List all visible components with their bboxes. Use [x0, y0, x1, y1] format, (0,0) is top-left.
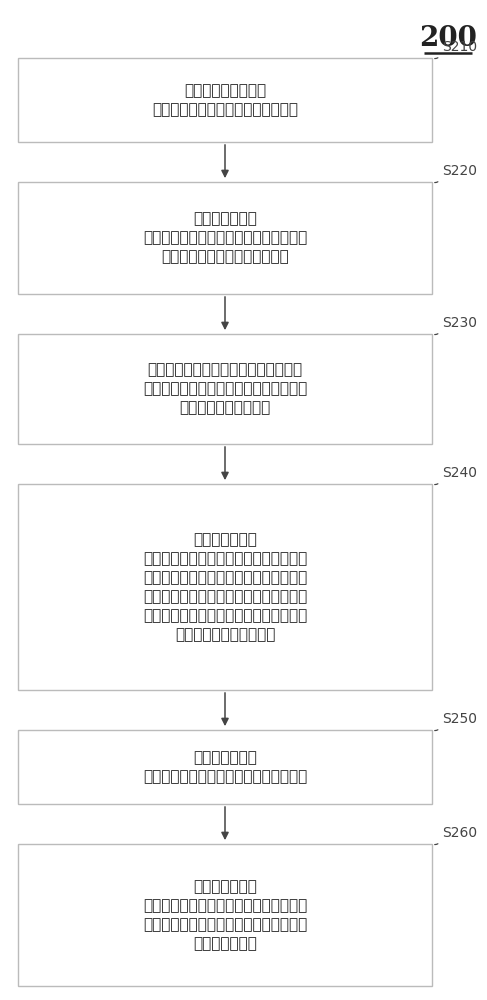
Bar [18, 844, 432, 986]
Text: 应的全部目标商品取下并放置在多个缓存: 应的全部目标商品取下并放置在多个缓存 [143, 589, 307, 604]
Text: 搬运机器人将所述所有待搬运的目标货架: 搬运机器人将所述所有待搬运的目标货架 [143, 381, 307, 396]
Text: 订单货品拣选：: 订单货品拣选： [193, 879, 257, 894]
Bar [18, 182, 432, 294]
Bar [18, 484, 432, 690]
Text: S210: S210 [442, 40, 477, 54]
Text: 在所述指定拣配站，缓存货品拣选方从所: 在所述指定拣配站，缓存货品拣选方从所 [143, 551, 307, 566]
Text: S240: S240 [442, 466, 477, 480]
Text: 订单分配：控制系统: 订单分配：控制系统 [184, 83, 266, 98]
Text: 器中货品之间的对应关系: 器中货品之间的对应关系 [175, 627, 275, 642]
Text: 目标货架确定：: 目标货架确定： [193, 212, 257, 227]
Bar [18, 334, 432, 444]
Text: S250: S250 [442, 712, 477, 726]
Text: 将所述多个缓存容器运送并放置至缓存区: 将所述多个缓存容器运送并放置至缓存区 [143, 769, 307, 784]
Text: S230: S230 [442, 316, 477, 330]
Text: 缓存货品拣选：: 缓存货品拣选： [193, 532, 257, 547]
Text: 系统确定所有待搬运的目标货架: 系统确定所有待搬运的目标货架 [161, 249, 289, 264]
Text: 有所述目标货架上，将与所述所有订单对: 有所述目标货架上，将与所述所有订单对 [143, 570, 307, 585]
Text: 在所述缓存区，订单货品拣选方针对所述: 在所述缓存区，订单货品拣选方针对所述 [143, 898, 307, 913]
Text: 200: 200 [419, 25, 477, 52]
Text: 针对分配到指定拣配站的所有订单，控制: 针对分配到指定拣配站的所有订单，控制 [143, 231, 307, 245]
Text: 目标货架搬运：基于控制系统的指令，: 目标货架搬运：基于控制系统的指令， [148, 362, 302, 377]
Text: 缓存货品运输：: 缓存货品运输： [193, 750, 257, 765]
Text: 容器中，建立缓存容器标签标识和缓存容: 容器中，建立缓存容器标签标识和缓存容 [143, 608, 307, 623]
Text: 将订单池中的订单分配到各个拣配站: 将订单池中的订单分配到各个拣配站 [152, 102, 298, 117]
Text: S260: S260 [442, 826, 477, 840]
Bar [18, 58, 432, 142]
Text: 搬运到所述指定拣配站: 搬运到所述指定拣配站 [179, 400, 271, 416]
Text: 所有订单中的每个订单，进行货品拣选，: 所有订单中的每个订单，进行货品拣选， [143, 917, 307, 932]
Text: 放至订单容器中: 放至订单容器中 [193, 936, 257, 951]
Text: S220: S220 [442, 164, 477, 178]
Bar [18, 730, 432, 804]
